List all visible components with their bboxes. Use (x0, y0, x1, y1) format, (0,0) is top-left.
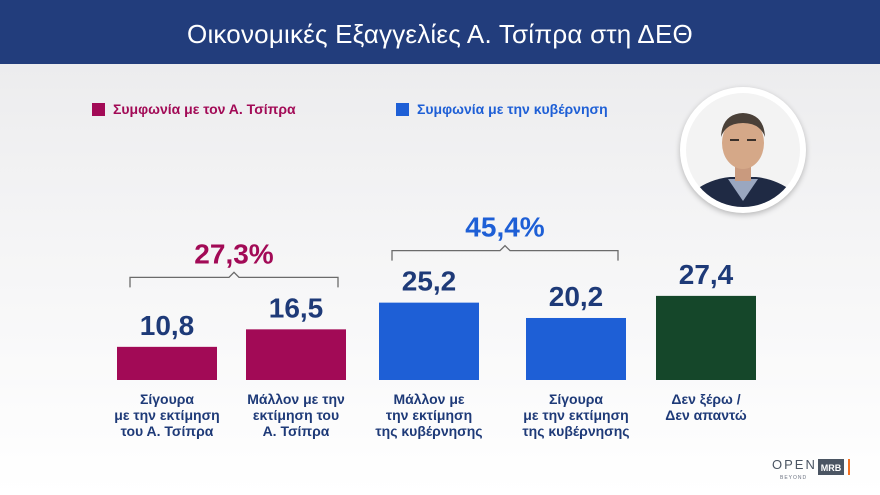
category-label-gov-certain: Σίγουρα με την εκτίμηση της κυβέρνησης (522, 391, 630, 439)
value-label-gov-certain: 20,2 (549, 281, 604, 312)
value-label-gov-rather: 25,2 (402, 266, 457, 297)
group-bracket-1 (391, 244, 619, 261)
legend-label-government: Συμφωνία με την κυβέρνηση (417, 101, 608, 117)
logo-sub: BEYOND (780, 475, 807, 481)
legend-label-tsipras: Συμφωνία με τον Α. Τσίπρα (113, 101, 296, 117)
value-label-tsipras-certain: 10,8 (140, 310, 195, 341)
portrait-image (686, 93, 800, 207)
bar-gov-rather (379, 302, 479, 380)
value-label-dont-know: 27,4 (679, 259, 734, 290)
legend-swatch-tsipras (92, 102, 105, 116)
group-total-label-0: 27,3% (194, 238, 273, 269)
category-label-gov-rather: Μάλλον με την εκτίμηση της κυβέρνησης (375, 391, 483, 439)
category-label-dont-know: Δεν ξέρω / Δεν απαντώ (665, 391, 747, 423)
bar-tsipras-rather (246, 329, 346, 380)
mrb-logo-text: MRB (821, 463, 842, 473)
group-bracket-0 (129, 271, 339, 288)
mrb-logo: MRB (818, 459, 850, 475)
bar-gov-certain (526, 317, 626, 380)
page-title: Οικονομικές Εξαγγελίες Α. Τσίπρα στη ΔΕΘ (187, 19, 693, 49)
legend-item-government: Συμφωνία με την κυβέρνηση (396, 101, 608, 117)
legend-swatch-government (396, 102, 409, 116)
politician-photo (680, 87, 806, 213)
group-total-label-1: 45,4% (465, 212, 544, 243)
open-beyond-logo: OPEN BEYOND (772, 457, 817, 481)
logo-word: OPEN (772, 457, 817, 472)
bar-tsipras-certain (117, 346, 217, 380)
category-label-tsipras-rather: Μάλλον με την εκτίμηση του Α. Τσίπρα (247, 391, 345, 439)
value-label-tsipras-rather: 16,5 (269, 292, 324, 323)
legend-item-tsipras: Συμφωνία με τον Α. Τσίπρα (92, 101, 296, 117)
category-label-tsipras-certain: Σίγουρα με την εκτίμηση του Α. Τσίπρα (114, 391, 220, 439)
title-bar: Οικονομικές Εξαγγελίες Α. Τσίπρα στη ΔΕΘ (0, 0, 880, 64)
bar-dont-know (656, 295, 756, 380)
